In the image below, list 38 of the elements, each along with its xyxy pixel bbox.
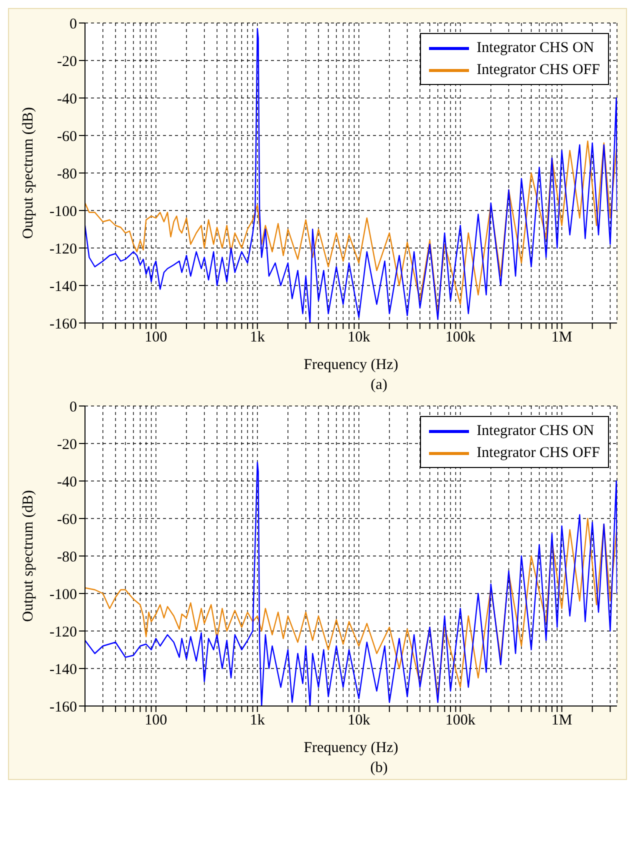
y-tick-label: -140 (50, 278, 77, 295)
y-tick-label: -20 (57, 54, 77, 70)
x-tick-label: 1k (250, 330, 266, 346)
x-tick-label: 100k (445, 330, 476, 346)
x-tick-label: 1M (551, 330, 572, 346)
y-tick-label: -20 (57, 436, 77, 453)
x-tick-label: 1M (551, 712, 572, 729)
x-tick-label: 10k (348, 712, 371, 729)
legend-label: Integrator CHS ON (476, 39, 594, 58)
legend-label: Integrator CHS ON (476, 422, 594, 441)
y-tick-label: 0 (70, 16, 77, 32)
y-tick-label: -160 (50, 316, 77, 332)
y-tick-label: -120 (50, 241, 77, 258)
x-axis-title: Frequency (Hz) (304, 740, 398, 756)
y-tick-label: -80 (57, 166, 77, 182)
x-axis-title: Frequency (Hz) (304, 357, 398, 373)
legend-label: Integrator CHS OFF (476, 61, 600, 80)
legend-label: Integrator CHS OFF (476, 444, 600, 463)
x-tick-label: 100k (445, 712, 476, 729)
y-tick-label: -40 (57, 474, 77, 490)
y-axis-title: Output spectrum (dB) (20, 107, 36, 239)
y-tick-label: -60 (57, 512, 77, 528)
y-tick-label: 0 (70, 399, 77, 416)
y-tick-label: -100 (50, 204, 77, 220)
x-tick-label: 10k (348, 330, 371, 346)
x-tick-label: 100 (144, 330, 168, 346)
x-tick-label: 1k (250, 712, 266, 729)
y-tick-label: -140 (50, 662, 77, 678)
y-tick-label: -40 (57, 91, 77, 108)
text: (b) (369, 760, 389, 777)
y-tick-label: -120 (50, 624, 77, 640)
y-tick-label: -100 (50, 586, 77, 603)
y-axis-title: Output spectrum (dB) (20, 490, 36, 622)
text: (a) (370, 377, 388, 394)
y-tick-label: -60 (57, 128, 77, 145)
x-tick-label: 100 (144, 712, 168, 729)
y-tick-label: -160 (50, 699, 77, 716)
y-tick-label: -80 (57, 549, 77, 566)
